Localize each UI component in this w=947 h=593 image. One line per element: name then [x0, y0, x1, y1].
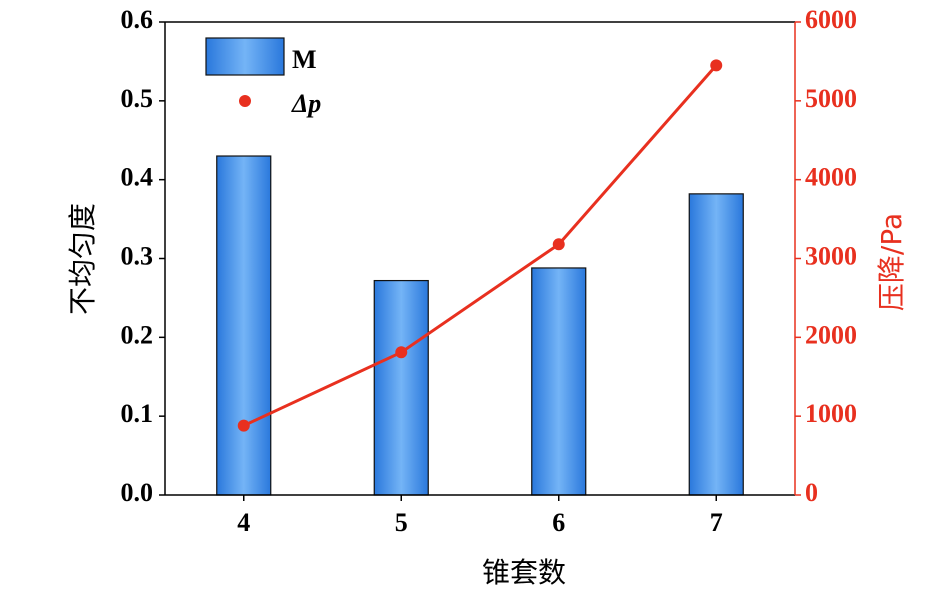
point: [237, 419, 250, 432]
x-tick-label: 6: [552, 508, 565, 537]
point: [395, 346, 408, 359]
y-tick-label: 0.5: [121, 84, 154, 113]
y-axis-label: 不均匀度: [66, 203, 99, 315]
y2-tick-label: 0: [805, 478, 818, 507]
point: [552, 238, 565, 251]
y2-tick-label: 6000: [805, 5, 857, 34]
legend-label: Δp: [291, 89, 321, 118]
x-tick-label: 5: [395, 508, 408, 537]
y-tick-label: 0.6: [121, 5, 154, 34]
x-axis-label: 锥套数: [482, 556, 566, 589]
line: [243, 64, 718, 427]
y-tick-label: 0.3: [121, 241, 154, 270]
y-tick-label: 0.4: [121, 163, 154, 192]
bar: [531, 267, 587, 496]
x-tick-label: 4: [237, 508, 250, 537]
x-tick-label: 7: [710, 508, 723, 537]
bar: [216, 155, 272, 496]
y2-tick-label: 3000: [805, 241, 857, 270]
y2-tick-label: 2000: [805, 320, 857, 349]
y-tick-label: 0.2: [121, 320, 154, 349]
legend-swatch: [205, 37, 285, 76]
y-tick-label: 0.1: [121, 399, 154, 428]
point: [710, 59, 723, 72]
legend-label: M: [292, 45, 317, 74]
y2-tick-label: 5000: [805, 84, 857, 113]
y2-tick-label: 4000: [805, 163, 857, 192]
y2-axis-label: 压降/Pa: [875, 213, 908, 311]
y-tick-label: 0.0: [121, 478, 154, 507]
legend-marker: [239, 95, 251, 107]
bar: [688, 193, 744, 496]
y2-tick-label: 1000: [805, 399, 857, 428]
bar: [373, 279, 429, 496]
